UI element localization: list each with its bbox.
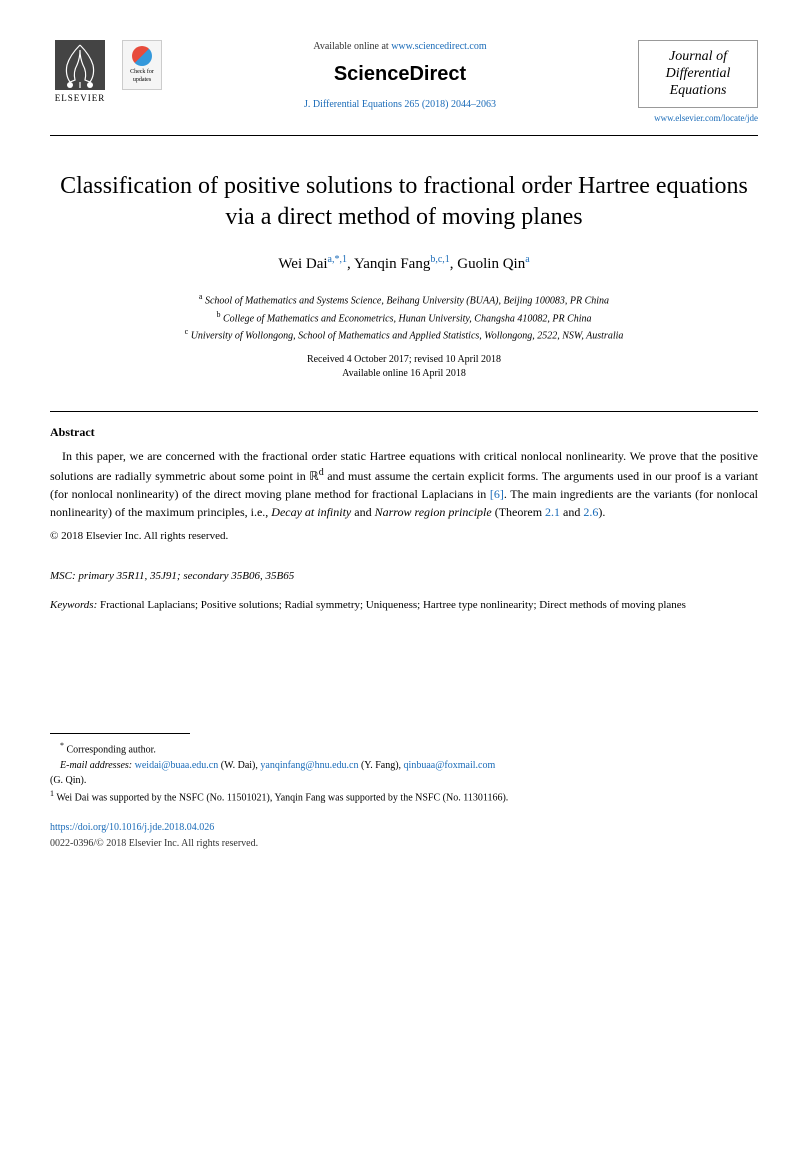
abs-narrow: Narrow region principle	[375, 505, 492, 519]
check-updates-badge[interactable]: Check for updates	[122, 40, 162, 90]
copyright-line: © 2018 Elsevier Inc. All rights reserved…	[50, 529, 758, 544]
author-2-sup: b,c,1	[430, 254, 449, 265]
msc-text: primary 35R11, 35J91; secondary 35B06, 3…	[76, 570, 295, 582]
email-2-link[interactable]: yanqinfang@hnu.edu.cn	[260, 760, 358, 771]
footnotes: * Corresponding author. E-mail addresses…	[50, 740, 758, 805]
aff-b-text: College of Mathematics and Econometrics,…	[223, 313, 592, 324]
elsevier-logo: ELSEVIER	[50, 40, 110, 110]
corresponding-text: Corresponding author.	[67, 745, 156, 756]
paper-page: ELSEVIER Check for updates Available onl…	[0, 0, 808, 881]
funding-text: Wei Dai was supported by the NSFC (No. 1…	[56, 792, 508, 803]
abs-and2: and	[560, 505, 583, 519]
abs-thm26-link[interactable]: 2.6	[583, 505, 598, 519]
abstract-body: In this paper, we are concerned with the…	[50, 447, 758, 521]
affiliations: a School of Mathematics and Systems Scie…	[50, 291, 758, 343]
header-row: ELSEVIER Check for updates Available onl…	[50, 40, 758, 125]
journal-name-line2: Differential	[645, 66, 751, 83]
author-2: Yanqin Fang	[354, 256, 430, 272]
keywords-label: Keywords:	[50, 599, 97, 611]
journal-reference[interactable]: J. Differential Equations 265 (2018) 204…	[182, 98, 618, 112]
journal-url-link[interactable]: www.elsevier.com/locate/jde	[654, 113, 758, 123]
abs-p4: (Theorem	[492, 505, 545, 519]
abstract-heading: Abstract	[50, 424, 758, 441]
keywords-line: Keywords: Fractional Laplacians; Positiv…	[50, 598, 758, 613]
affiliation-a: a School of Mathematics and Systems Scie…	[50, 291, 758, 308]
journal-name-line3: Equations	[645, 83, 751, 100]
email-line: E-mail addresses: weidai@buaa.edu.cn (W.…	[50, 758, 758, 773]
keywords-text: Fractional Laplacians; Positive solution…	[97, 599, 686, 611]
journal-url[interactable]: www.elsevier.com/locate/jde	[638, 112, 758, 125]
msc-line: MSC: primary 35R11, 35J91; secondary 35B…	[50, 569, 758, 584]
check-updates-label: Check for updates	[123, 68, 161, 85]
email-1-who: (W. Dai),	[218, 760, 260, 771]
issn-line: 0022-0396/© 2018 Elsevier Inc. All right…	[50, 837, 758, 851]
star-sup: *	[60, 741, 64, 750]
elsevier-label: ELSEVIER	[55, 92, 106, 105]
abs-thm21-link[interactable]: 2.1	[545, 505, 560, 519]
paper-title: Classification of positive solutions to …	[50, 171, 758, 233]
email-1-link[interactable]: weidai@buaa.edu.cn	[135, 760, 219, 771]
abstract-divider-top	[50, 411, 758, 412]
email-label: E-mail addresses:	[60, 760, 132, 771]
email-2-who: (Y. Fang),	[358, 760, 403, 771]
aff-a-sup: a	[199, 292, 203, 301]
authors-line: Wei Daia,*,1, Yanqin Fangb,c,1, Guolin Q…	[50, 253, 758, 275]
available-online-text: Available online at www.sciencedirect.co…	[182, 40, 618, 54]
author-1: Wei Dai	[278, 256, 327, 272]
email-3-link[interactable]: qinbuaa@foxmail.com	[404, 760, 496, 771]
author-1-sup: a,*,1	[328, 254, 347, 265]
check-updates-icon	[132, 46, 152, 66]
sciencedirect-logo-text: ScienceDirect	[182, 60, 618, 88]
footnote-divider	[50, 733, 190, 734]
dates-block: Received 4 October 2017; revised 10 Apri…	[50, 353, 758, 381]
aff-b-sup: b	[216, 310, 220, 319]
received-revised: Received 4 October 2017; revised 10 Apri…	[50, 353, 758, 367]
elsevier-tree-icon	[55, 40, 105, 90]
abs-and: and	[351, 505, 374, 519]
center-header: Available online at www.sciencedirect.co…	[162, 40, 638, 112]
funding-sup: 1	[50, 789, 54, 798]
journal-name-line1: Journal of	[645, 49, 751, 66]
abs-ref6-link[interactable]: [6]	[490, 487, 504, 501]
aff-a-text: School of Mathematics and Systems Scienc…	[205, 296, 609, 307]
corresponding-author-note: * Corresponding author.	[50, 740, 758, 757]
available-online: Available online 16 April 2018	[50, 367, 758, 381]
affiliation-c: c University of Wollongong, School of Ma…	[50, 326, 758, 343]
header-divider	[50, 135, 758, 136]
doi-link[interactable]: https://doi.org/10.1016/j.jde.2018.04.02…	[50, 822, 214, 833]
funding-note: 1 Wei Dai was supported by the NSFC (No.…	[50, 788, 758, 805]
journal-title-box: Journal of Differential Equations	[638, 40, 758, 108]
sciencedirect-url-link[interactable]: www.sciencedirect.com	[391, 41, 486, 52]
journal-ref-link[interactable]: J. Differential Equations 265 (2018) 204…	[304, 99, 496, 110]
author-3: Guolin Qin	[457, 256, 525, 272]
aff-c-sup: c	[185, 327, 189, 336]
affiliation-b: b College of Mathematics and Econometric…	[50, 309, 758, 326]
doi-line[interactable]: https://doi.org/10.1016/j.jde.2018.04.02…	[50, 821, 758, 835]
bottom-bar: https://doi.org/10.1016/j.jde.2018.04.02…	[50, 821, 758, 851]
author-3-sup: a	[525, 254, 529, 265]
email-tail: (G. Qin).	[50, 773, 758, 788]
right-column: Journal of Differential Equations www.el…	[638, 40, 758, 125]
left-logos: ELSEVIER Check for updates	[50, 40, 162, 110]
aff-c-text: University of Wollongong, School of Math…	[191, 330, 624, 341]
available-prefix: Available online at	[313, 41, 391, 52]
abs-p5: ).	[598, 505, 605, 519]
abs-decay: Decay at infinity	[271, 505, 351, 519]
msc-label: MSC:	[50, 570, 76, 582]
